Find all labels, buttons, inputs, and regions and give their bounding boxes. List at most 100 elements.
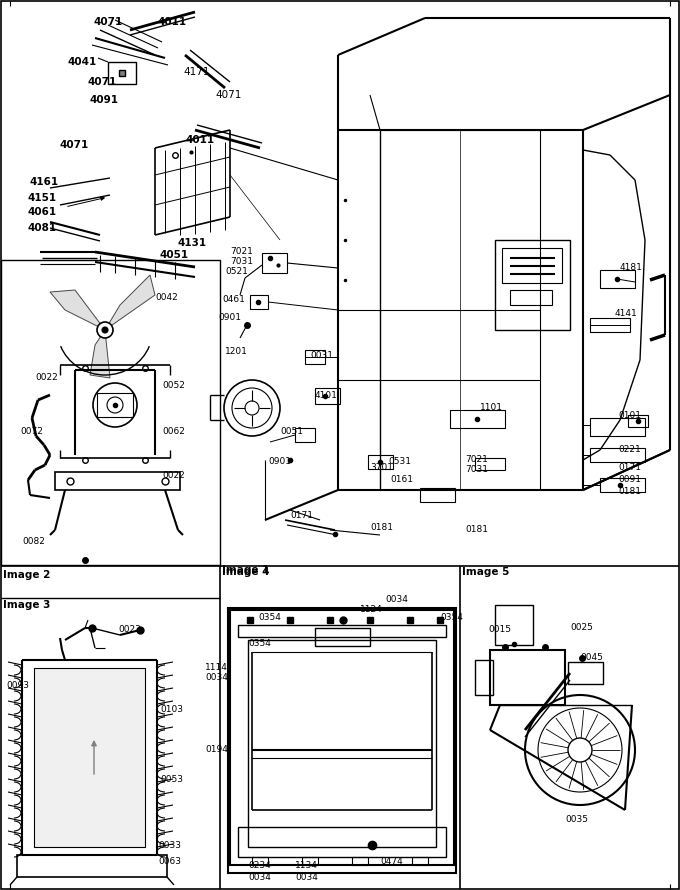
Bar xyxy=(495,240,570,330)
Bar xyxy=(262,253,287,273)
Text: 0063: 0063 xyxy=(158,857,181,867)
Bar xyxy=(590,318,630,332)
Text: 4151: 4151 xyxy=(28,193,57,203)
Text: 0042: 0042 xyxy=(155,294,177,303)
Text: 0052: 0052 xyxy=(162,381,185,390)
Text: 0354: 0354 xyxy=(258,613,281,622)
Text: 0062: 0062 xyxy=(162,427,185,436)
Text: 0051: 0051 xyxy=(280,427,303,436)
Bar xyxy=(295,428,315,442)
Bar xyxy=(475,458,505,470)
Text: 0034: 0034 xyxy=(385,595,408,604)
Text: 0354: 0354 xyxy=(248,638,271,648)
Bar xyxy=(628,415,648,427)
Text: 1114: 1114 xyxy=(205,664,228,673)
Text: 0031: 0031 xyxy=(310,351,333,360)
Text: 0091: 0091 xyxy=(618,475,641,484)
Bar xyxy=(495,605,533,645)
Text: 0045: 0045 xyxy=(580,653,603,662)
Text: 4011: 4011 xyxy=(185,135,214,145)
Text: 0093: 0093 xyxy=(6,681,29,690)
Text: 4131: 4131 xyxy=(178,238,207,248)
Text: 0023: 0023 xyxy=(118,626,141,635)
Text: 4011: 4011 xyxy=(158,17,187,27)
Bar xyxy=(490,650,565,705)
Bar xyxy=(108,62,136,84)
Bar xyxy=(368,455,393,469)
Bar xyxy=(510,290,552,305)
Text: 4041: 4041 xyxy=(68,57,97,67)
Text: 4071: 4071 xyxy=(94,17,123,27)
Text: 0521: 0521 xyxy=(225,268,248,277)
Bar xyxy=(228,608,456,873)
Text: 0531: 0531 xyxy=(388,457,411,466)
Text: 0034: 0034 xyxy=(248,872,271,881)
Text: 7031: 7031 xyxy=(230,257,253,266)
Bar xyxy=(1,260,220,565)
Bar xyxy=(34,668,145,847)
Text: 0181: 0181 xyxy=(370,523,393,532)
Bar xyxy=(55,472,180,490)
Text: 0901: 0901 xyxy=(218,313,241,322)
Text: 0171: 0171 xyxy=(618,464,641,473)
Bar xyxy=(590,448,645,462)
Text: 0033: 0033 xyxy=(158,840,181,849)
Bar xyxy=(250,295,268,309)
Text: 0171: 0171 xyxy=(290,511,313,520)
Bar xyxy=(475,660,493,695)
Text: 4071: 4071 xyxy=(215,90,241,100)
Bar xyxy=(412,857,428,865)
Bar xyxy=(590,418,645,436)
Text: 1134: 1134 xyxy=(295,862,318,870)
Text: 0082: 0082 xyxy=(22,538,45,546)
Text: 0101: 0101 xyxy=(618,410,641,419)
Text: 1101: 1101 xyxy=(480,403,503,412)
Text: 3701: 3701 xyxy=(370,464,393,473)
Text: 1124: 1124 xyxy=(360,605,383,614)
Text: Image 3: Image 3 xyxy=(3,600,50,610)
Text: 4091: 4091 xyxy=(90,95,119,105)
Text: 0474: 0474 xyxy=(380,857,403,867)
Text: 4071: 4071 xyxy=(60,140,89,150)
Text: 0461: 0461 xyxy=(222,295,245,304)
Text: 0034: 0034 xyxy=(295,872,318,881)
Bar xyxy=(420,488,455,502)
Text: 0194: 0194 xyxy=(205,746,228,755)
Text: 4141: 4141 xyxy=(615,309,638,318)
Text: 7021: 7021 xyxy=(465,456,488,465)
Text: 1201: 1201 xyxy=(225,347,248,357)
Text: 0354: 0354 xyxy=(440,613,463,622)
Text: 4101: 4101 xyxy=(315,391,338,400)
Text: 4061: 4061 xyxy=(28,207,57,217)
Text: 0181: 0181 xyxy=(618,488,641,497)
Bar xyxy=(315,388,340,404)
Text: 0015: 0015 xyxy=(488,626,511,635)
Text: 4051: 4051 xyxy=(160,250,189,260)
Polygon shape xyxy=(90,330,110,378)
Bar xyxy=(502,248,562,283)
Circle shape xyxy=(97,322,113,338)
Text: 0161: 0161 xyxy=(390,475,413,484)
Bar xyxy=(600,270,635,288)
Bar xyxy=(305,350,325,364)
Text: 0221: 0221 xyxy=(618,446,641,455)
Bar xyxy=(600,478,645,492)
Text: 4171: 4171 xyxy=(183,67,209,77)
Polygon shape xyxy=(50,290,105,330)
Text: 4071: 4071 xyxy=(88,77,117,87)
Text: 7031: 7031 xyxy=(465,465,488,474)
Text: 0234: 0234 xyxy=(248,862,271,870)
Text: 0072: 0072 xyxy=(20,427,43,436)
Text: 0034: 0034 xyxy=(205,674,228,683)
Text: Image 4: Image 4 xyxy=(222,567,269,577)
Bar xyxy=(568,662,603,684)
Bar xyxy=(352,857,368,865)
Bar xyxy=(302,857,318,865)
Text: 7021: 7021 xyxy=(230,247,253,256)
Text: Image 1: Image 1 xyxy=(222,565,269,575)
Text: 0022: 0022 xyxy=(162,471,185,480)
Text: 4181: 4181 xyxy=(620,263,643,272)
Bar xyxy=(97,393,133,417)
Text: 0022: 0022 xyxy=(35,374,58,383)
Circle shape xyxy=(102,327,108,333)
